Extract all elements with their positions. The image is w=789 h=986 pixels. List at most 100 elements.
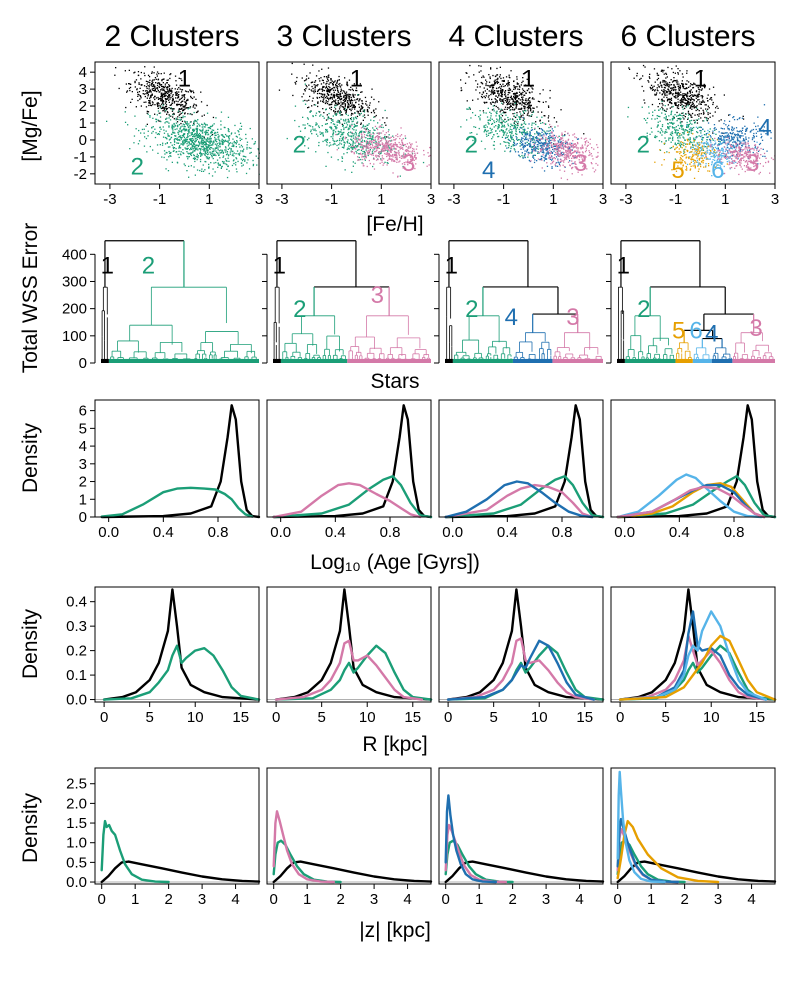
scatter-point (175, 122, 178, 124)
scatter-point (519, 108, 521, 110)
scatter-point (369, 135, 371, 137)
scatter-point (194, 174, 196, 176)
scatter-point (213, 162, 215, 164)
scatter-point (168, 114, 170, 116)
scatter-point (337, 85, 339, 88)
scatter-point (669, 90, 671, 93)
scatter-point (242, 164, 244, 166)
scatter-point (175, 117, 177, 119)
scatter-point (689, 94, 692, 97)
scatter-point (399, 156, 401, 158)
scatter-point (423, 154, 425, 156)
scatter-point (704, 104, 706, 106)
scatter-point (664, 93, 666, 96)
scatter-point (529, 134, 531, 136)
scatter-point (555, 142, 557, 145)
scatter-point (385, 141, 387, 144)
scatter-point (465, 72, 467, 74)
scatter-point (184, 164, 186, 167)
scatter-point (324, 139, 326, 142)
scatter-point (667, 84, 669, 86)
scatter-point (126, 91, 128, 93)
scatter-point (184, 97, 186, 99)
scatter-point (674, 96, 676, 98)
scatter-point (165, 91, 168, 93)
scatter-point (323, 89, 326, 92)
scatter-point (353, 151, 355, 154)
scatter-point (183, 136, 186, 139)
scatter-point (141, 128, 144, 131)
scatter-point (157, 110, 160, 112)
scatter-point (398, 152, 400, 154)
scatter-point (374, 150, 376, 153)
scatter-point (524, 142, 527, 145)
scatter-point (383, 137, 385, 139)
scatter-point (687, 95, 689, 97)
scatter-point (188, 130, 190, 132)
scatter-point (157, 107, 159, 109)
scatter-point (186, 151, 188, 153)
scatter-point (355, 125, 358, 127)
scatter-point (201, 115, 203, 117)
scatter-point (561, 154, 564, 157)
scatter-point (557, 154, 559, 156)
scatter-point (368, 107, 370, 109)
scatter-point (169, 73, 171, 76)
scatter-point (533, 139, 535, 141)
scatter-point (494, 90, 496, 92)
scatter-point (344, 97, 347, 100)
scatter-point (226, 176, 229, 179)
scatter-point (649, 86, 651, 89)
scatter-point (570, 149, 572, 151)
scatter-point (308, 124, 310, 127)
scatter-point (506, 83, 508, 85)
scatter-point (193, 96, 195, 98)
scatter-point (377, 143, 380, 145)
scatter-point (380, 132, 383, 134)
scatter-point (684, 107, 686, 110)
scatter-point (385, 144, 387, 146)
scatter-point (558, 141, 560, 143)
scatter-point (529, 142, 531, 145)
scatter-point (339, 95, 342, 98)
scatter-point (569, 160, 571, 162)
scatter-point (347, 139, 349, 141)
scatter-point (571, 149, 573, 151)
scatter-point (513, 85, 515, 87)
scatter-point (494, 79, 496, 81)
scatter-point (186, 170, 188, 172)
scatter-point (521, 101, 523, 103)
scatter-point (202, 139, 204, 141)
scatter-point (681, 121, 683, 123)
scatter-point (346, 126, 348, 128)
scatter-point (507, 96, 510, 99)
scatter-point (213, 123, 215, 125)
scatter-point (147, 93, 149, 96)
scatter-point (545, 148, 547, 150)
scatter-point (158, 72, 160, 75)
scatter-point (544, 143, 546, 145)
scatter-point (173, 150, 175, 152)
scatter-point (574, 162, 576, 164)
scatter-point (323, 76, 325, 78)
scatter-point (138, 83, 140, 85)
scatter-point (339, 110, 342, 112)
scatter-point (172, 126, 174, 128)
scatter-point (384, 147, 386, 149)
scatter-point (552, 160, 555, 162)
scatter-point (663, 91, 665, 93)
scatter-point (357, 98, 359, 100)
scatter-point (571, 173, 573, 175)
scatter-point (496, 87, 498, 90)
scatter-point (330, 127, 332, 130)
scatter-point (562, 160, 564, 162)
scatter-point (515, 135, 517, 138)
scatter-point (384, 122, 386, 124)
scatter-point (341, 123, 343, 125)
scatter-point (704, 87, 706, 89)
scatter-point (193, 130, 195, 132)
scatter-point (167, 134, 169, 137)
scatter-point (326, 92, 329, 94)
scatter-point (328, 104, 330, 106)
scatter-point (197, 145, 200, 148)
